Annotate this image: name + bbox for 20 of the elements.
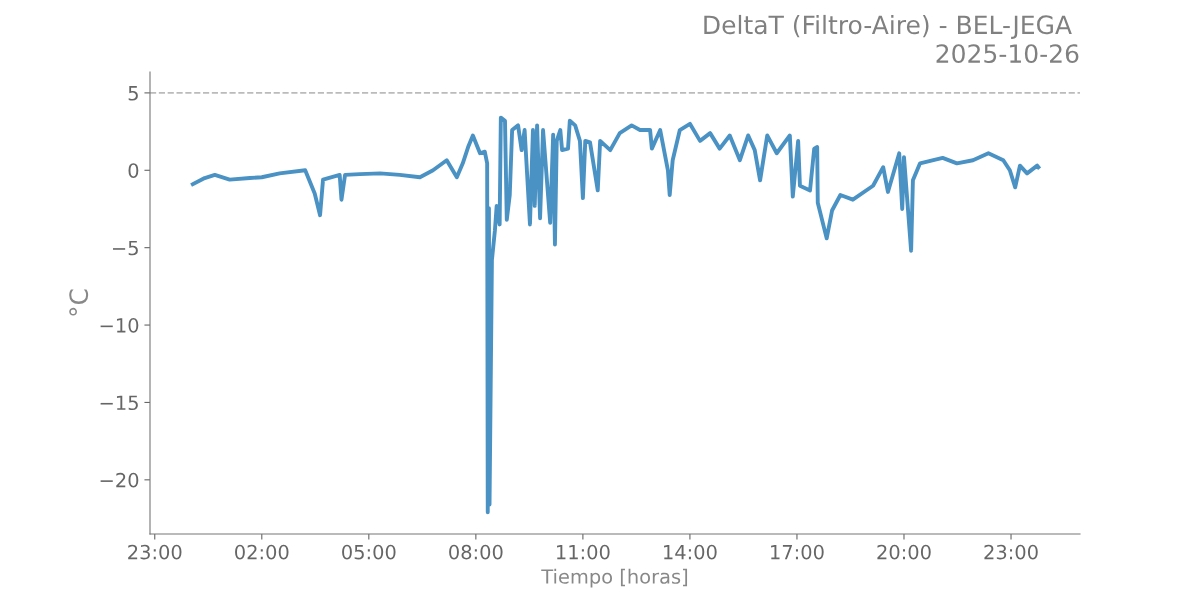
x-tick-label: 23:00 bbox=[128, 544, 182, 560]
x-tick-label: 02:00 bbox=[235, 544, 289, 560]
chart-subtitle: 2025-10-26 bbox=[936, 44, 1079, 64]
y-tick-label: 5 bbox=[128, 86, 138, 101]
y-tick-label: −5 bbox=[112, 240, 138, 256]
x-tick-label: 11:00 bbox=[557, 544, 610, 560]
chart-title: DeltaT (Filtro-Aire) - BEL-JEGA bbox=[704, 14, 1072, 39]
x-tick-label: 14:00 bbox=[664, 544, 717, 560]
x-axis-title: Tiempo [horas] bbox=[541, 568, 688, 588]
y-axis-title: °C bbox=[69, 289, 89, 316]
line-series bbox=[190, 115, 1041, 515]
y-tick-label: −20 bbox=[100, 472, 139, 488]
x-tick-label: 08:00 bbox=[449, 544, 503, 560]
x-tick-label: 05:00 bbox=[342, 544, 396, 560]
x-tick-label: 20:00 bbox=[877, 544, 931, 560]
x-tick-label: 23:00 bbox=[984, 544, 1038, 560]
x-tick-label: 17:00 bbox=[771, 544, 824, 560]
y-tick-label: −15 bbox=[100, 395, 138, 411]
y-tick-label: −10 bbox=[100, 318, 139, 333]
y-tick-label: 0 bbox=[128, 163, 139, 178]
